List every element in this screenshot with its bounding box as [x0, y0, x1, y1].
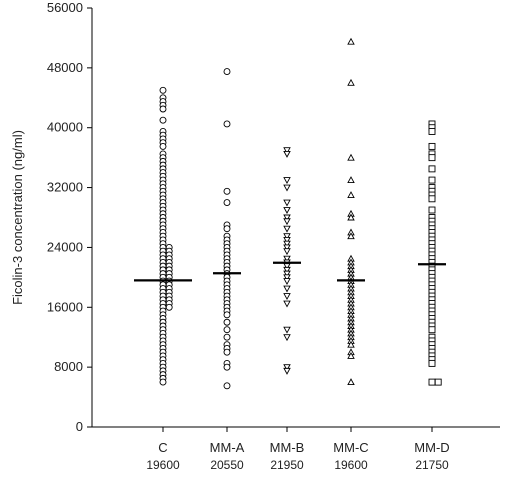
data-point [223, 187, 231, 195]
data-point [223, 348, 231, 356]
data-point [283, 266, 291, 274]
data-point [223, 382, 231, 390]
data-point [283, 248, 291, 256]
data-point [223, 199, 231, 206]
data-point [434, 378, 442, 386]
data-point [159, 116, 167, 124]
data-point [428, 195, 436, 203]
data-point [159, 142, 167, 150]
data-point [223, 120, 231, 128]
data-point [283, 199, 291, 207]
y-tick-label: 56000 [47, 0, 83, 15]
data-point [347, 378, 355, 386]
data-point [223, 225, 231, 233]
data-point [283, 300, 291, 308]
data-point [428, 154, 436, 162]
data-point [283, 293, 291, 301]
axes [87, 7, 500, 432]
data-point [283, 364, 291, 372]
data-point [428, 142, 436, 150]
data-point [283, 236, 291, 244]
data-point [283, 233, 291, 241]
data-point [347, 37, 355, 45]
data-point [283, 218, 291, 226]
median-value-label: 20550 [210, 458, 244, 472]
data-point [159, 378, 167, 386]
data-point [347, 176, 355, 184]
category-label: C [158, 440, 167, 455]
data-point [428, 165, 436, 173]
data-point [283, 207, 291, 214]
data-point [428, 206, 436, 214]
data-point [428, 176, 436, 184]
y-tick-label: 48000 [47, 60, 83, 75]
data-point [347, 340, 355, 348]
y-tick-label: 16000 [47, 299, 83, 314]
data-point [283, 184, 291, 192]
data-point [347, 232, 355, 240]
category-label: MM-D [414, 440, 449, 455]
data-point [159, 86, 167, 94]
data-point [223, 311, 231, 319]
data-point [428, 326, 436, 334]
data-point [428, 359, 436, 367]
data-point [223, 318, 231, 326]
data-point [283, 150, 291, 158]
data-point [428, 378, 436, 386]
data-point [428, 128, 436, 135]
data-point [165, 303, 173, 311]
y-tick-label: 40000 [47, 120, 83, 135]
data-point [283, 214, 291, 222]
data-point [283, 240, 291, 248]
data-point [159, 105, 167, 113]
data-point [223, 333, 231, 341]
category-label: MM-A [210, 440, 245, 455]
data-point [347, 351, 355, 359]
data-point [347, 213, 355, 221]
median-value-label: 19600 [146, 458, 180, 472]
median-value-label: 21750 [415, 458, 449, 472]
data-point [283, 177, 291, 185]
data-point [347, 153, 355, 161]
data-point [283, 147, 291, 155]
median-lines [134, 261, 446, 282]
data-point [223, 326, 231, 334]
category-label: MM-C [333, 440, 368, 455]
data-point [283, 274, 291, 282]
y-axis-title: Ficolin-3 concentration (ng/ml) [10, 130, 25, 305]
data-point [283, 225, 291, 233]
y-tick-label: 24000 [47, 239, 83, 254]
data-point [283, 285, 291, 293]
y-tick-label: 0 [76, 419, 83, 434]
median-value-label: 21950 [270, 458, 304, 472]
data-point [347, 78, 355, 86]
data-point [283, 367, 291, 375]
data-point [223, 363, 231, 371]
data-point [283, 278, 291, 286]
data-point [283, 326, 291, 334]
y-tick-label: 8000 [54, 359, 83, 374]
median-value-label: 19600 [334, 458, 368, 472]
category-label: MM-B [270, 440, 305, 455]
y-tick-label: 32000 [47, 180, 83, 195]
data-point [223, 68, 231, 76]
data-point [347, 191, 355, 199]
axis-labels: 0 8000 16000 24000 32000 40000 48000 56000 C 1960… [10, 0, 450, 472]
data-points [159, 37, 442, 390]
data-point [283, 334, 291, 342]
data-point [283, 270, 291, 278]
data-point [283, 244, 291, 252]
data-point [283, 255, 291, 263]
